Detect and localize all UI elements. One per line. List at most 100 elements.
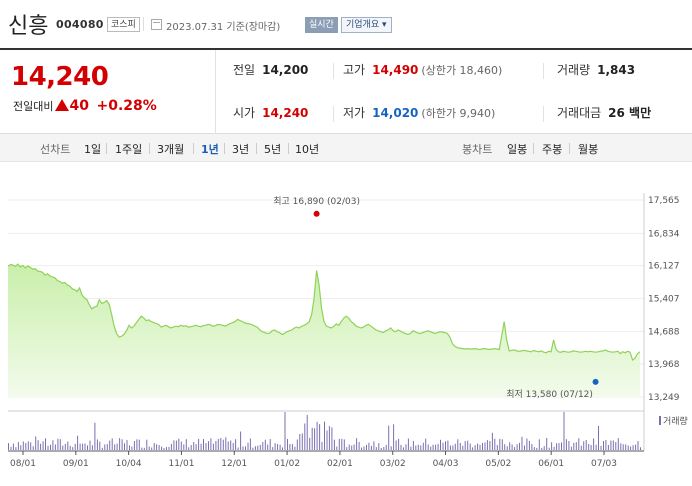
tab-1year[interactable]: 1년 (201, 143, 219, 156)
tab-3month[interactable]: 3개월 (157, 143, 185, 156)
volume-bar (543, 446, 545, 450)
volume-label: 거래량 (557, 63, 591, 77)
volume-bar (474, 445, 476, 450)
volume-bar (479, 444, 481, 450)
tab-10year[interactable]: 10년 (295, 143, 320, 156)
volume-bar (42, 441, 44, 450)
volume-bar (161, 446, 163, 450)
price-area (8, 264, 640, 397)
volume-bar (91, 445, 93, 450)
volume-bar (521, 436, 523, 450)
y-tick-label: 16,127 (648, 262, 680, 272)
volume-bar (491, 432, 493, 450)
volume-bar (445, 441, 446, 450)
volume-bar (637, 441, 639, 450)
volume-bar (27, 441, 29, 450)
divider (106, 143, 107, 154)
volume-bar (12, 443, 14, 450)
volume-bar (45, 438, 46, 450)
volume-bar (166, 447, 167, 450)
volume-bar (299, 434, 301, 450)
tab-3year[interactable]: 3년 (232, 143, 250, 156)
volume-bar (170, 443, 172, 450)
volume-bar (119, 438, 121, 450)
volume-bar (573, 442, 575, 450)
volume-bar (422, 442, 424, 450)
volume-bar (469, 443, 471, 450)
volume-bar (565, 439, 567, 450)
volume-bar (472, 447, 474, 450)
volume-bar (126, 440, 128, 450)
volume-bar (37, 440, 39, 450)
volume-bar (477, 443, 479, 450)
tab-5year[interactable]: 5년 (264, 143, 282, 156)
company-overview-button[interactable]: 기업개요 ▾ (341, 17, 392, 33)
volume-bar (496, 445, 498, 450)
volume-bar (351, 445, 353, 450)
volume-bar (501, 439, 503, 450)
volume-bar (561, 442, 562, 450)
volume-bar (116, 443, 118, 450)
volume-bar (121, 439, 123, 450)
volume-bar (326, 430, 328, 450)
volume-bar (432, 444, 434, 450)
volume-bar (484, 442, 486, 450)
volume-bar (415, 445, 417, 450)
y-tick-label: 16,834 (648, 229, 680, 239)
volume-bar (328, 426, 330, 450)
volume-bar (398, 438, 400, 450)
volume-bar (82, 443, 84, 450)
volume-bar (563, 412, 565, 450)
volume-bar (131, 446, 133, 450)
volume-bar (464, 441, 466, 450)
divider (543, 63, 544, 79)
x-tick-label: 04/03 (433, 459, 459, 469)
volume-bar (528, 440, 530, 450)
volume-bar (338, 438, 340, 450)
volume-bar (403, 447, 404, 450)
volume-bar (129, 445, 130, 450)
volume-bar (388, 425, 390, 450)
volume-bar (454, 443, 456, 450)
volume-bar (632, 445, 634, 450)
volume-bar (607, 445, 609, 450)
volume-bars (8, 412, 641, 450)
divider (533, 143, 534, 154)
volume-bar (40, 443, 42, 450)
tab-weekly-candle[interactable]: 주봉 (542, 143, 563, 156)
low-value: 14,020 (372, 106, 419, 120)
tab-daily-candle[interactable]: 일봉 (507, 143, 528, 156)
tab-monthly-candle[interactable]: 월봉 (578, 143, 599, 156)
volume-bar (96, 439, 98, 450)
change-percent: +0.28% (96, 98, 157, 114)
y-tick-label: 17,565 (648, 196, 680, 206)
stock-name: 신흥 (8, 14, 49, 39)
low-cell: 저가 14,020 (하한가 9,940) (343, 104, 495, 121)
open-value: 14,240 (262, 106, 309, 120)
volume-bar (516, 444, 518, 450)
volume-bar (375, 447, 377, 450)
volume-bar (452, 445, 454, 450)
volume-bar (284, 412, 286, 450)
volume-bar (215, 441, 217, 450)
volume-bar (240, 431, 242, 450)
volume-bar (395, 440, 397, 450)
divider (333, 106, 334, 122)
volume-bar (30, 442, 32, 450)
volume-bar (222, 439, 224, 450)
volume-bar (289, 444, 291, 450)
volume-bar (383, 447, 385, 450)
realtime-button[interactable]: 실시간 (305, 17, 338, 33)
volume-bar (489, 441, 491, 450)
volume-bar (220, 438, 222, 450)
tab-1week[interactable]: 1주일 (115, 143, 143, 156)
volume-bar (50, 444, 51, 450)
volume-bar (227, 441, 229, 450)
volume-bar (321, 441, 323, 450)
y-tick-label: 15,407 (648, 295, 680, 305)
x-tick-label: 08/01 (10, 459, 36, 469)
volume-bar (69, 445, 71, 450)
tab-1day[interactable]: 1일 (84, 143, 102, 156)
volume-bar (541, 447, 543, 450)
volume-bar (180, 441, 182, 450)
